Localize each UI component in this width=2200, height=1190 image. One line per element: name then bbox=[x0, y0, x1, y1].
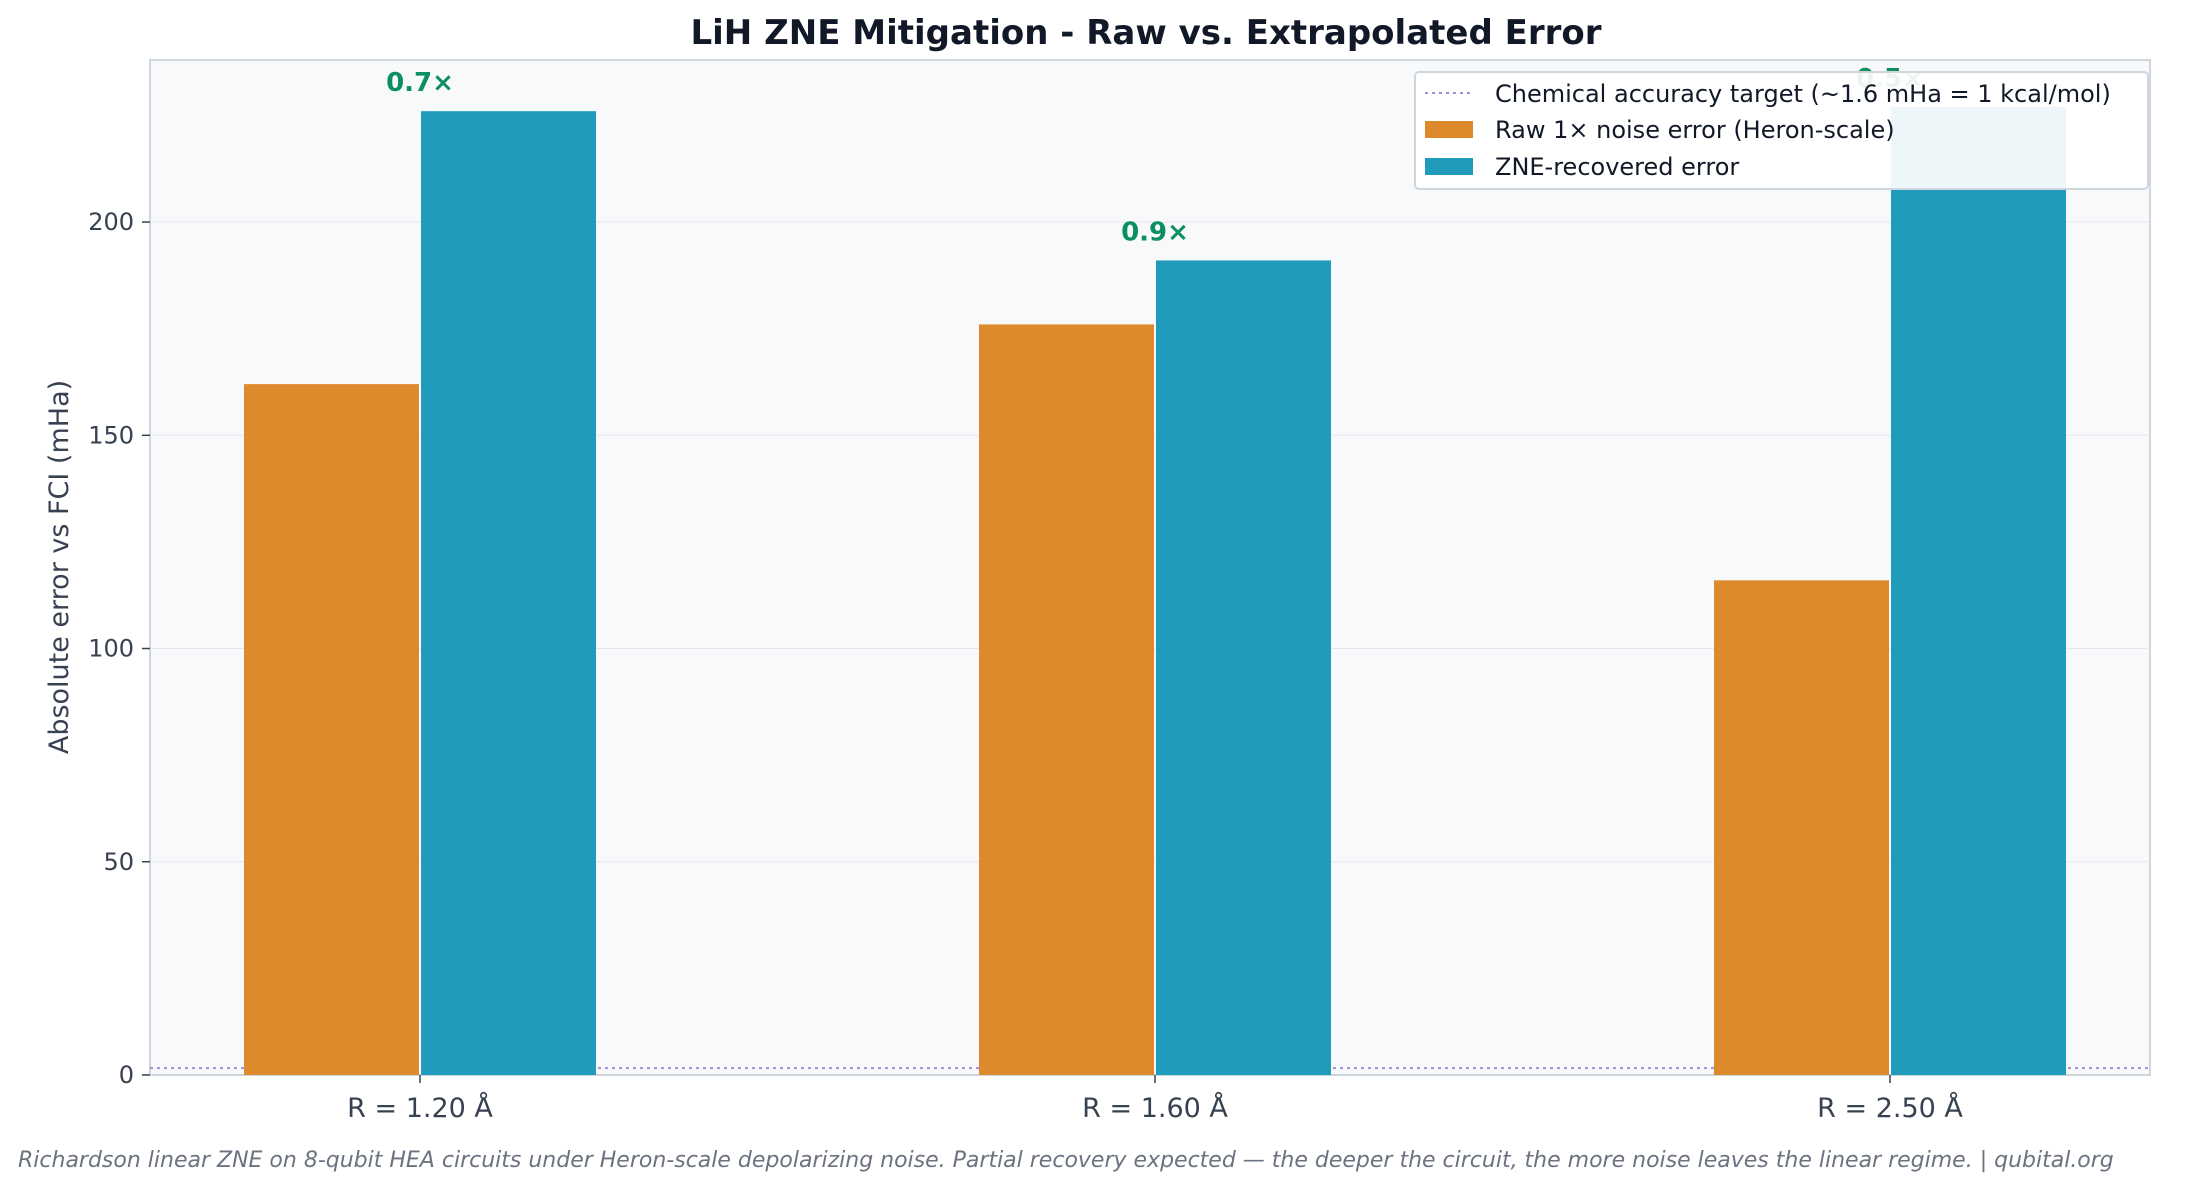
ratio-label: 0.7× bbox=[386, 68, 454, 98]
x-axis-ticks: R = 1.20 Å R = 1.60 Å R = 2.50 Å bbox=[347, 1075, 1963, 1124]
legend-box bbox=[1414, 71, 2149, 190]
bar-raw-error bbox=[1714, 580, 1889, 1075]
x-tick-label: R = 1.20 Å bbox=[347, 1092, 493, 1124]
bar-zne-error bbox=[1891, 106, 2066, 1076]
legend-label-reference-line: Chemical accuracy target (~1.6 mHa = 1 k… bbox=[1495, 80, 2111, 108]
y-tick-label: 100 bbox=[88, 635, 134, 663]
bars-group bbox=[244, 106, 2066, 1076]
legend: Chemical accuracy target (~1.6 mHa = 1 k… bbox=[1414, 71, 2149, 190]
ratio-label: 0.9× bbox=[1121, 217, 1189, 247]
bar-raw-error bbox=[244, 384, 419, 1075]
x-tick-label: R = 1.60 Å bbox=[1082, 1092, 1228, 1124]
y-axis-label: Absolute error vs FCI (mHa) bbox=[44, 380, 75, 754]
bar-raw-error bbox=[979, 324, 1154, 1076]
footer-caption: Richardson linear ZNE on 8-qubit HEA cir… bbox=[18, 1148, 2114, 1173]
legend-swatch-zne-error bbox=[1425, 158, 1473, 175]
y-tick-label: 150 bbox=[88, 421, 134, 449]
y-tick-label: 200 bbox=[88, 208, 134, 236]
chart-title: LiH ZNE Mitigation - Raw vs. Extrapolate… bbox=[690, 13, 1601, 53]
legend-label-raw-error: Raw 1× noise error (Heron-scale) bbox=[1495, 116, 1895, 144]
x-tick-label: R = 2.50 Å bbox=[1817, 1092, 1963, 1124]
bar-zne-error bbox=[1156, 260, 1331, 1075]
y-axis-ticks: 0 50 100 150 200 bbox=[88, 208, 150, 1089]
legend-swatch-raw-error bbox=[1425, 121, 1473, 138]
y-tick-label: 0 bbox=[119, 1061, 134, 1089]
bar-zne-error bbox=[421, 111, 596, 1076]
legend-label-zne-error: ZNE-recovered error bbox=[1495, 153, 1739, 181]
y-tick-label: 50 bbox=[103, 848, 134, 876]
